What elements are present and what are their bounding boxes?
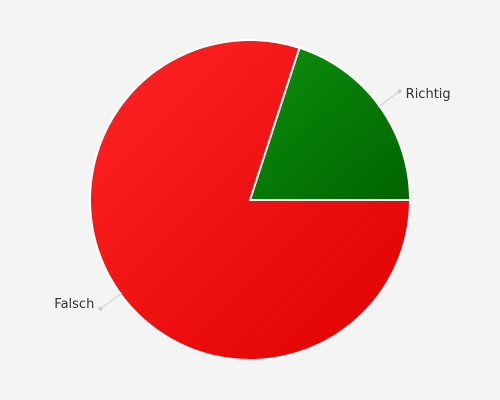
label-dot — [98, 306, 103, 311]
label-connector — [377, 90, 400, 108]
label-connector — [100, 292, 123, 310]
label-dot — [397, 89, 402, 94]
slice-label: Richtig — [406, 87, 451, 102]
slice-label: Falsch — [54, 297, 94, 312]
